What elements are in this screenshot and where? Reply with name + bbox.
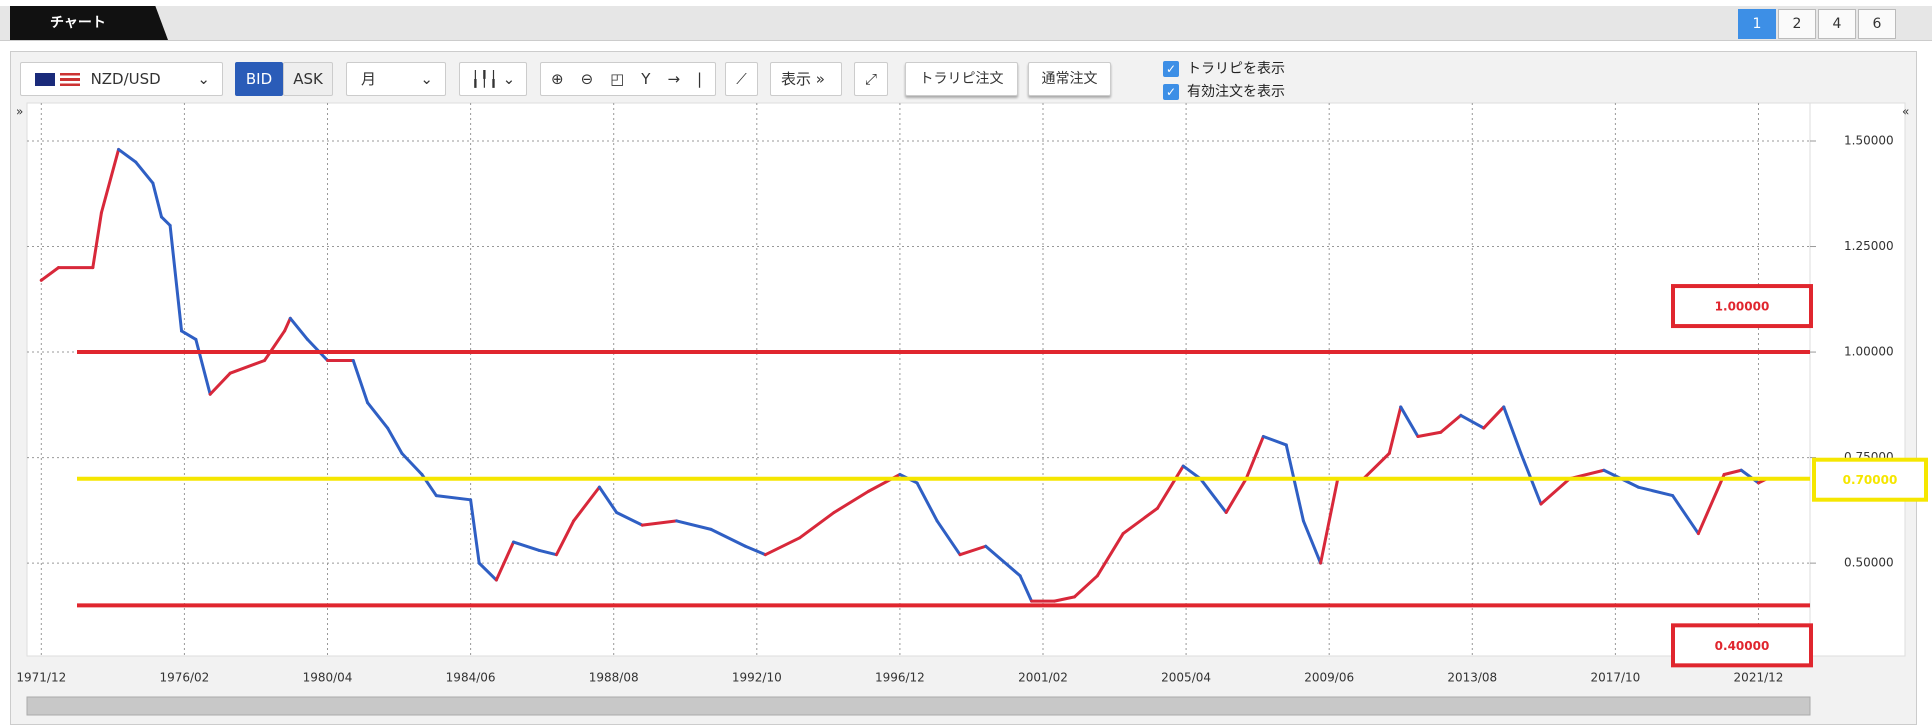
checkbox-label: 有効注文を表示 <box>1187 84 1285 100</box>
normal-order-button[interactable]: 通常注文 <box>1028 62 1111 96</box>
page-button[interactable]: 4 <box>1818 9 1856 39</box>
page-button[interactable]: 2 <box>1778 9 1816 39</box>
indicator-button[interactable]: ⟋ <box>725 62 758 96</box>
zoom-tools[interactable]: ⊕⊖◰Y→| <box>540 62 716 96</box>
top-bar <box>0 6 1932 41</box>
chart-panel <box>10 51 1917 725</box>
ask-button[interactable]: ASK <box>283 62 333 96</box>
page-button[interactable]: 6 <box>1858 9 1896 39</box>
bid-button[interactable]: BID <box>235 62 283 96</box>
tab[interactable]: チャート <box>10 6 168 40</box>
display-button[interactable]: 表示 » <box>770 62 842 96</box>
period-select[interactable]: 月 ⌄ <box>346 62 446 96</box>
trarepi-order-button[interactable]: トラリピ注文 <box>905 62 1018 96</box>
symbol: NZD/USD <box>90 70 161 88</box>
expand-button[interactable]: ⤢ <box>854 62 888 96</box>
page-buttons: 1 2 4 6 <box>1736 9 1896 39</box>
checkbox[interactable]: ✓ トラリピを表示 <box>1163 58 1285 78</box>
checkbox-label: トラリピを表示 <box>1187 61 1285 77</box>
checkbox[interactable]: ✓ 有効注文を表示 <box>1163 81 1285 101</box>
display: 表示 <box>781 70 812 88</box>
symbol-select[interactable]: NZD/USD ⌄ <box>20 62 223 96</box>
page-button[interactable]: 1 <box>1738 9 1776 39</box>
chart-type-select[interactable]: ╽╿╽ ⌄ <box>459 62 527 96</box>
period: 月 <box>361 70 377 88</box>
